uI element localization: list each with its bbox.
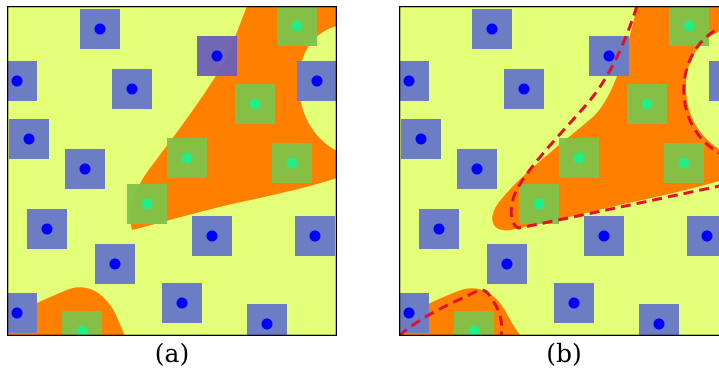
sample-dot <box>141 198 153 210</box>
green-sample-6 <box>235 84 275 124</box>
sample-dot <box>678 157 690 169</box>
decision-map <box>7 6 337 336</box>
blue-sample-8 <box>65 149 105 189</box>
sample-dot <box>126 83 138 95</box>
green-sample-19 <box>62 311 102 336</box>
blue-sample-15 <box>487 244 527 284</box>
sample-dot <box>433 223 445 235</box>
green-sample-19 <box>454 311 494 336</box>
blue-sample-17 <box>7 293 37 333</box>
sample-dot <box>181 152 193 164</box>
sample-dot <box>11 75 23 87</box>
sample-dot <box>501 258 513 270</box>
sample-dot <box>261 318 273 330</box>
sample-dot <box>23 133 35 145</box>
sample-dot <box>403 75 415 87</box>
sample-dot <box>311 75 323 87</box>
green-sample-9 <box>167 138 207 178</box>
blue-sample-5 <box>112 69 152 109</box>
blue-sample-5 <box>504 69 544 109</box>
blue-sample-0 <box>80 9 120 49</box>
sample-dot <box>641 98 653 110</box>
panel-frame <box>399 6 719 336</box>
sample-dot <box>568 297 580 309</box>
sample-dot <box>11 307 23 319</box>
sample-dot <box>41 223 53 235</box>
decision-boundary-1 <box>682 26 719 155</box>
blue-sample-17 <box>399 293 429 333</box>
green-sample-2 <box>669 6 709 46</box>
panel-b <box>399 6 719 336</box>
blue-sample-3 <box>297 61 337 101</box>
blue-sample-12 <box>419 209 459 249</box>
blue-sample-12 <box>27 209 67 249</box>
sample-dot <box>176 297 188 309</box>
blue-sample-0 <box>472 9 512 49</box>
blue-sample-4 <box>399 61 429 101</box>
green-sample-11 <box>519 184 559 224</box>
blue-sample-1 <box>197 36 237 76</box>
blue-sample-3 <box>709 61 719 101</box>
sample-dot <box>206 230 218 242</box>
green-sample-6 <box>627 84 667 124</box>
sample-dot <box>286 157 298 169</box>
caption-b: (b) <box>546 339 582 368</box>
sample-dot <box>109 258 121 270</box>
sample-dot <box>291 20 303 32</box>
sample-dot <box>598 230 610 242</box>
sample-dot <box>701 230 713 242</box>
sample-dot <box>468 325 480 336</box>
sample-dot <box>79 163 91 175</box>
panel-a <box>7 6 337 336</box>
sample-dot <box>533 198 545 210</box>
sample-dot <box>518 83 530 95</box>
blue-sample-14 <box>295 216 335 256</box>
sample-dot <box>211 50 223 62</box>
blue-sample-18 <box>247 304 287 336</box>
sample-dot <box>415 133 427 145</box>
orange-region-0 <box>492 6 719 231</box>
green-sample-9 <box>559 138 599 178</box>
decision-boundary-2 <box>399 288 504 336</box>
blue-sample-16 <box>162 283 202 323</box>
sample-dot <box>573 152 585 164</box>
blue-sample-4 <box>7 61 37 101</box>
green-sample-11 <box>127 184 167 224</box>
blue-sample-16 <box>554 283 594 323</box>
green-sample-10 <box>664 143 704 183</box>
green-sample-10 <box>272 143 312 183</box>
sample-dot <box>653 318 665 330</box>
blue-sample-14 <box>687 216 719 256</box>
sample-dot <box>471 163 483 175</box>
blue-sample-8 <box>457 149 497 189</box>
sample-dot <box>309 230 321 242</box>
sample-dot <box>94 23 106 35</box>
blue-sample-18 <box>639 304 679 336</box>
blue-sample-7 <box>401 119 441 159</box>
blue-sample-15 <box>95 244 135 284</box>
sample-dot <box>249 98 261 110</box>
sample-dot <box>403 307 415 319</box>
caption-a: (a) <box>154 339 190 368</box>
sample-dot <box>683 20 695 32</box>
sample-dot <box>486 23 498 35</box>
green-sample-2 <box>277 6 317 46</box>
blue-sample-13 <box>192 216 232 256</box>
blue-sample-7 <box>9 119 49 159</box>
blue-sample-13 <box>584 216 624 256</box>
map-content <box>7 6 337 336</box>
decision-map <box>399 6 719 336</box>
decision-boundary-0 <box>509 6 719 230</box>
sample-dot <box>76 325 88 336</box>
sample-square <box>709 61 719 101</box>
panel-frame <box>7 6 337 336</box>
sample-dot <box>603 50 615 62</box>
map-content <box>399 6 719 336</box>
